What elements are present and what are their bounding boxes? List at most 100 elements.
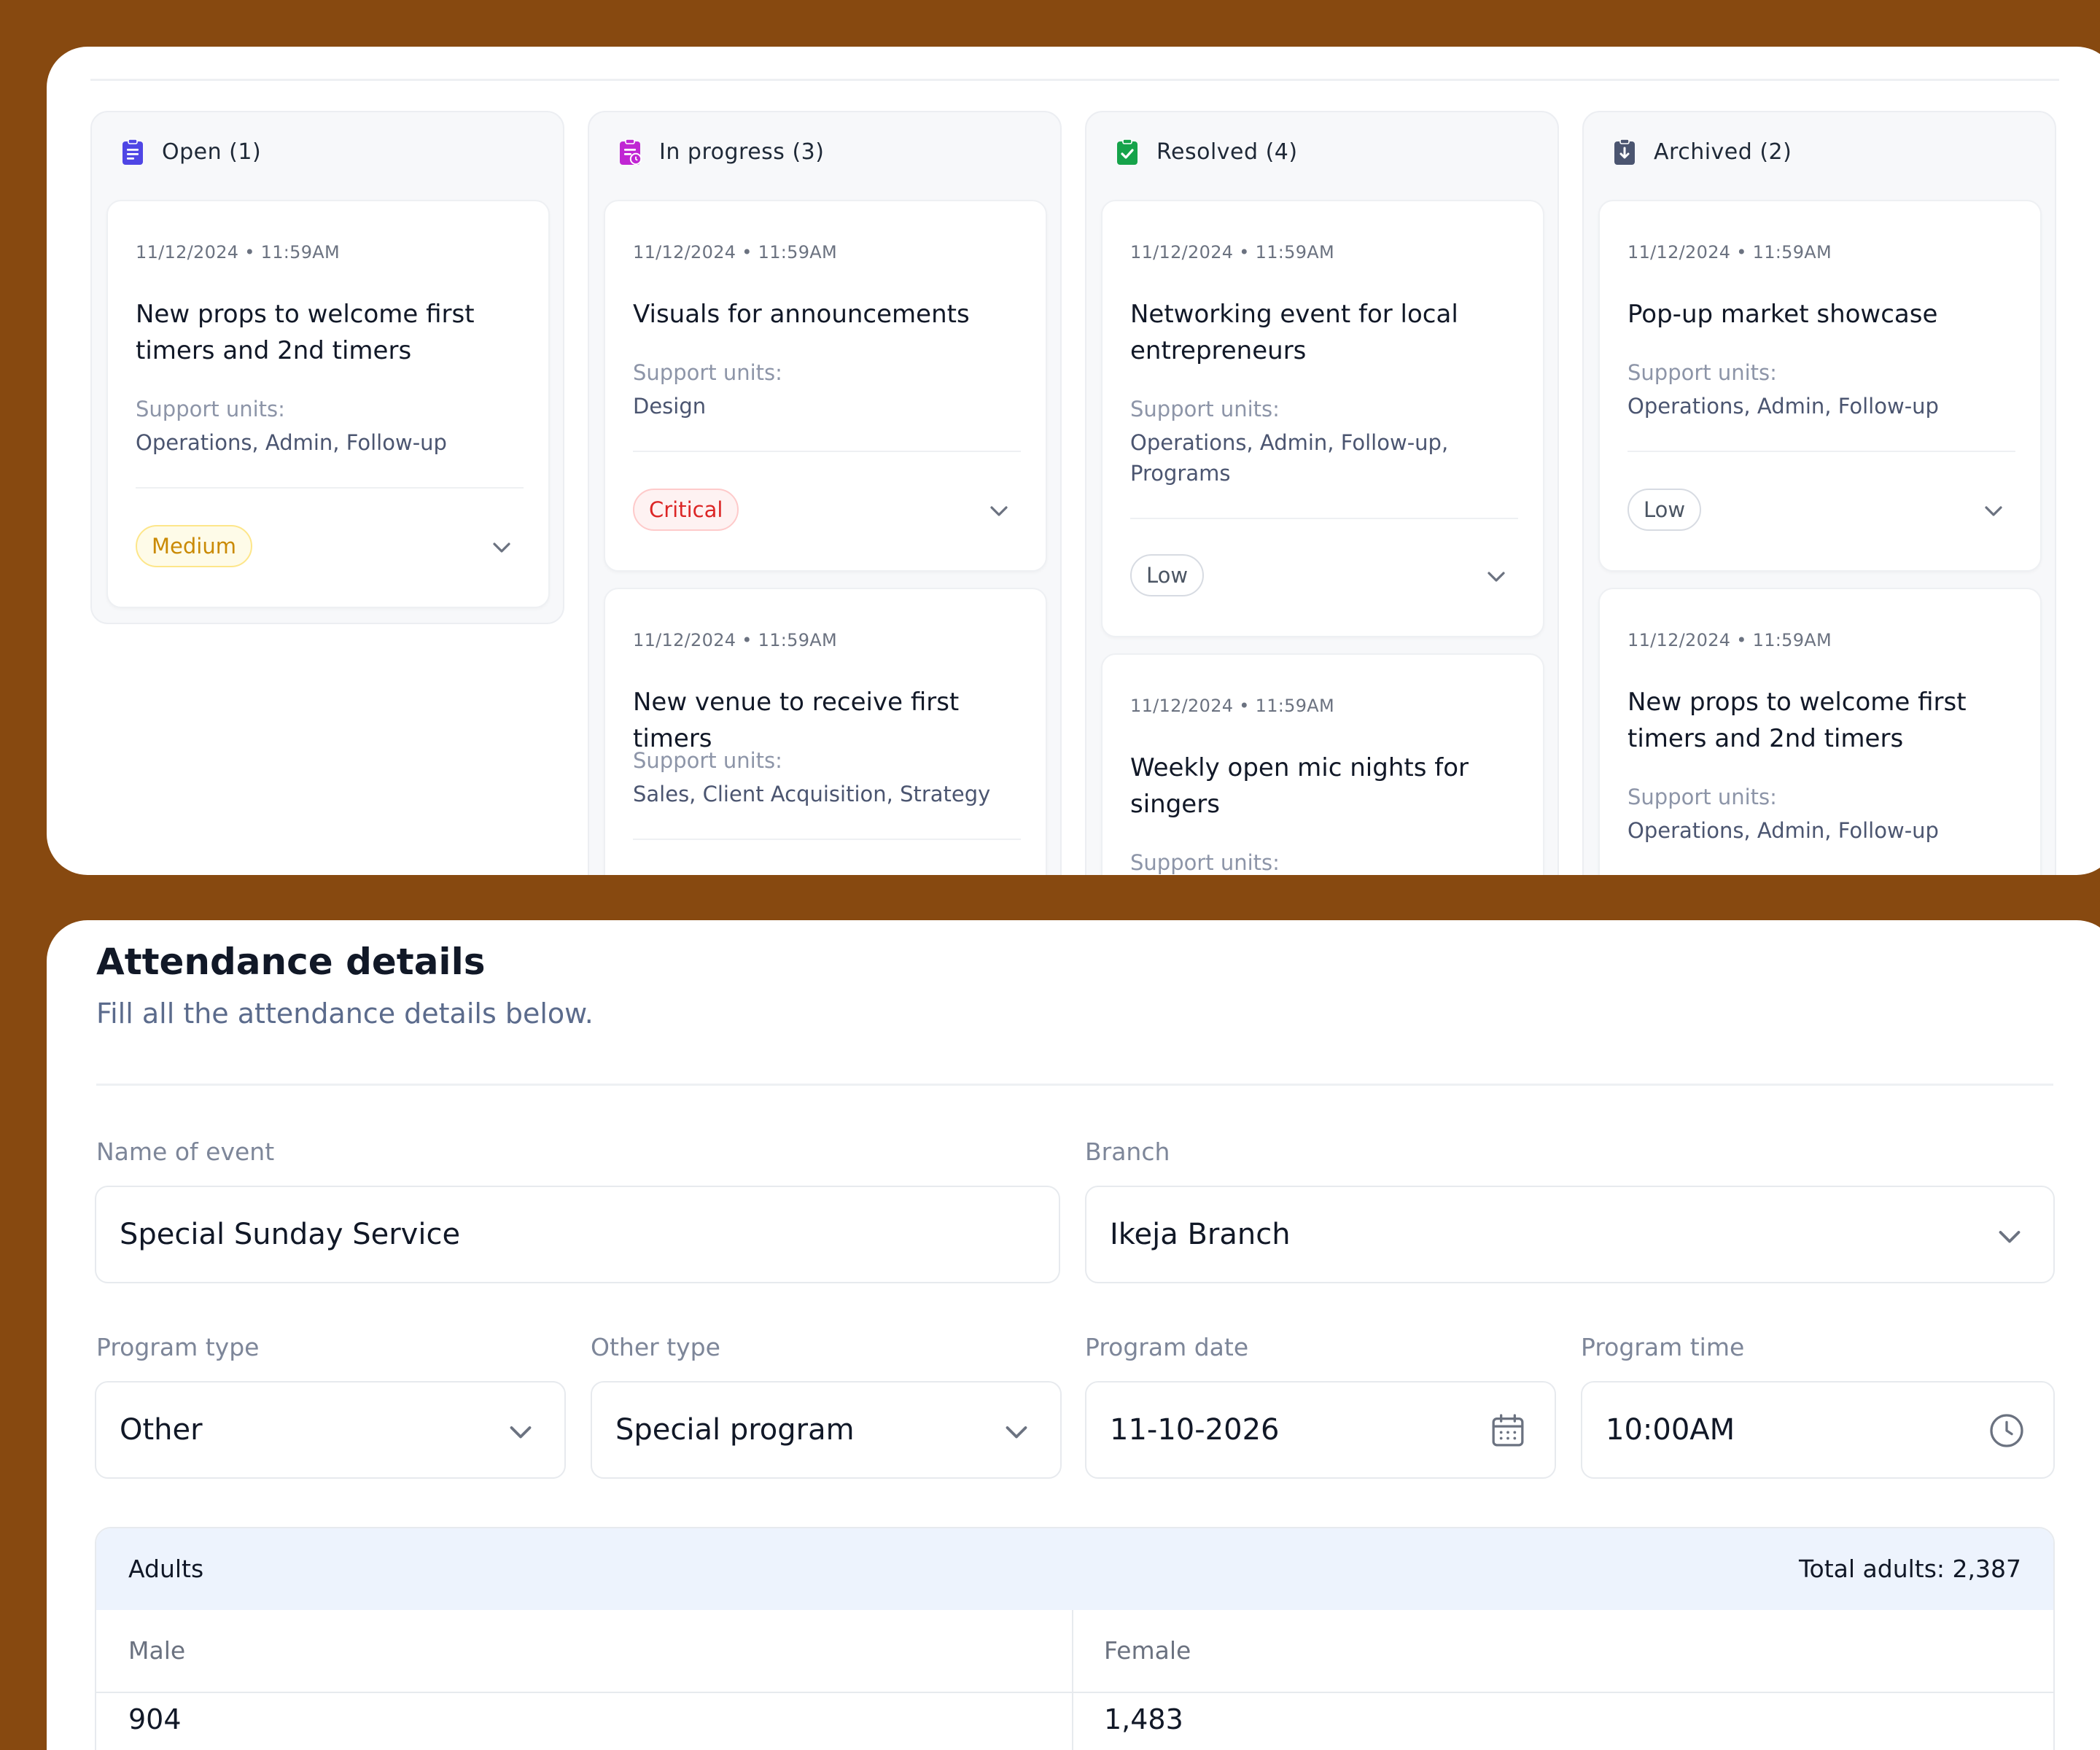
column-header: In progress (3) <box>618 139 824 165</box>
support-units-label: Support units: <box>1628 360 1777 385</box>
kanban-column-resolved: Resolved (4) 11/12/2024 • 11:59AM Networ… <box>1085 111 1559 875</box>
card-title: New props to welcome first timers and 2n… <box>136 300 475 365</box>
column-header: Open (1) <box>121 139 261 165</box>
card-title: New props to welcome first timers and 2n… <box>1628 688 1967 753</box>
program-date-label: Program date <box>1085 1333 1249 1361</box>
priority-badge: Low <box>1130 554 1205 596</box>
card-title: Visuals for announcements <box>633 300 970 329</box>
card-title: Pop-up market showcase <box>1628 300 1938 329</box>
column-header: Archived (2) <box>1613 139 1792 165</box>
column-title: Open (1) <box>162 139 262 165</box>
kanban-panel: Open (1) 11/12/2024 • 11:59AM New props … <box>47 47 2100 875</box>
card-divider <box>1628 451 2015 452</box>
card-divider <box>633 839 1021 840</box>
other-type-select[interactable]: Special program <box>591 1381 1062 1479</box>
card-title: New venue to receive first timers <box>633 688 960 753</box>
clock-icon[interactable] <box>1986 1410 2027 1451</box>
event-name-label: Name of event <box>96 1138 275 1166</box>
chevron-down-icon <box>1006 1426 1027 1439</box>
card-date: 11/12/2024 • 11:59AM <box>633 630 838 650</box>
support-units-label: Support units: <box>1130 850 1280 875</box>
clipboard-clock-icon <box>620 139 642 165</box>
adults-table: Adults Total adults: 2,387 Male Female 9… <box>95 1527 2055 1750</box>
divider <box>96 1084 2053 1086</box>
task-card[interactable]: 11/12/2024 • 11:59AM Visuals for announc… <box>604 200 1047 572</box>
support-units-value: Operations, Admin, Follow-up, Programs <box>1130 430 1449 486</box>
task-card[interactable]: 11/12/2024 • 11:59AM Weekly open mic nig… <box>1101 653 1544 875</box>
chevron-down-icon <box>1999 1231 2021 1243</box>
page-title: Attendance details <box>96 941 486 983</box>
clipboard-archive-icon <box>1614 139 1635 165</box>
task-card[interactable]: 11/12/2024 • 11:59AM Networking event fo… <box>1101 200 1544 637</box>
priority-badge: Low <box>1628 489 1702 531</box>
column-header: Resolved (4) <box>1116 139 1298 165</box>
adults-title: Adults <box>128 1555 204 1583</box>
card-divider <box>633 451 1021 452</box>
support-units-label: Support units: <box>1628 785 1777 809</box>
support-units-label: Support units: <box>633 360 782 385</box>
column-title: Resolved (4) <box>1156 139 1298 165</box>
table-divider <box>96 1692 2053 1693</box>
kanban-column-open: Open (1) 11/12/2024 • 11:59AM New props … <box>90 111 564 624</box>
chevron-down-icon[interactable] <box>1982 499 2005 522</box>
card-title: Networking event for local entrepreneurs <box>1130 300 1458 365</box>
attendance-form-panel: Attendance details Fill all the attendan… <box>47 920 2100 1750</box>
calendar-icon[interactable] <box>1488 1410 1528 1451</box>
page-subtitle: Fill all the attendance details below. <box>96 998 594 1030</box>
support-units-label: Support units: <box>136 397 285 421</box>
card-date: 11/12/2024 • 11:59AM <box>1628 242 1832 262</box>
column-title: In progress (3) <box>659 139 825 165</box>
column-title: Archived (2) <box>1654 139 1792 165</box>
chevron-down-icon <box>510 1426 532 1439</box>
branch-value: Ikeja Branch <box>1110 1218 1291 1251</box>
task-card[interactable]: 11/12/2024 • 11:59AM New props to welcom… <box>106 200 550 608</box>
chevron-down-icon[interactable] <box>1485 564 1508 588</box>
female-column-header: Female <box>1104 1636 1191 1665</box>
divider <box>90 79 2059 81</box>
male-column-header: Male <box>128 1636 186 1665</box>
support-units-label: Support units: <box>1130 397 1280 421</box>
task-card[interactable]: 11/12/2024 • 11:59AM New venue to receiv… <box>604 588 1047 875</box>
program-type-select[interactable]: Other <box>95 1381 566 1479</box>
support-units-value: Operations, Admin, Follow-up <box>136 430 447 455</box>
clipboard-check-icon <box>1117 139 1138 165</box>
support-units-value: Sales, Client Acquisition, Strategy <box>633 782 991 806</box>
female-count-input[interactable]: 1,483 <box>1104 1703 1183 1735</box>
chevron-down-icon[interactable] <box>490 535 513 559</box>
program-time-label: Program time <box>1581 1333 1745 1361</box>
card-divider <box>1130 518 1518 519</box>
adults-total: Total adults: 2,387 <box>1798 1555 2021 1583</box>
card-date: 11/12/2024 • 11:59AM <box>633 242 838 262</box>
chevron-down-icon[interactable] <box>987 499 1011 522</box>
support-units-label: Support units: <box>633 748 782 773</box>
program-type-value: Other <box>120 1413 203 1447</box>
card-divider <box>136 487 524 489</box>
branch-label: Branch <box>1085 1138 1170 1166</box>
other-type-label: Other type <box>591 1333 720 1361</box>
program-time-input[interactable]: 10:00AM <box>1581 1381 2055 1479</box>
support-units-value: Design <box>633 394 707 419</box>
other-type-value: Special program <box>615 1413 855 1447</box>
program-time-value: 10:00AM <box>1606 1413 1735 1447</box>
event-name-input[interactable]: Special Sunday Service <box>95 1186 1060 1283</box>
table-divider <box>1072 1610 1073 1750</box>
table-header: Adults Total adults: 2,387 <box>96 1528 2053 1610</box>
task-card[interactable]: 11/12/2024 • 11:59AM Pop-up market showc… <box>1598 200 2042 572</box>
kanban-column-archived: Archived (2) 11/12/2024 • 11:59AM Pop-up… <box>1582 111 2056 875</box>
kanban-column-in-progress: In progress (3) 11/12/2024 • 11:59AM Vis… <box>588 111 1062 875</box>
card-date: 11/12/2024 • 11:59AM <box>1130 242 1335 262</box>
male-count-input[interactable]: 904 <box>128 1703 182 1735</box>
card-date: 11/12/2024 • 11:59AM <box>136 242 341 262</box>
program-date-value: 11-10-2026 <box>1110 1413 1280 1447</box>
branch-select[interactable]: Ikeja Branch <box>1085 1186 2055 1283</box>
card-date: 11/12/2024 • 11:59AM <box>1130 696 1335 716</box>
priority-badge: Medium <box>136 525 252 567</box>
task-card[interactable]: 11/12/2024 • 11:59AM New props to welcom… <box>1598 588 2042 875</box>
program-type-label: Program type <box>96 1333 260 1361</box>
priority-badge: Critical <box>633 489 739 531</box>
program-date-input[interactable]: 11-10-2026 <box>1085 1381 1556 1479</box>
support-units-value: Operations, Admin, Follow-up <box>1628 394 1939 419</box>
clipboard-list-icon <box>122 139 143 165</box>
card-title: Weekly open mic nights for singers <box>1130 753 1469 819</box>
support-units-value: Operations, Admin, Follow-up <box>1628 818 1939 843</box>
